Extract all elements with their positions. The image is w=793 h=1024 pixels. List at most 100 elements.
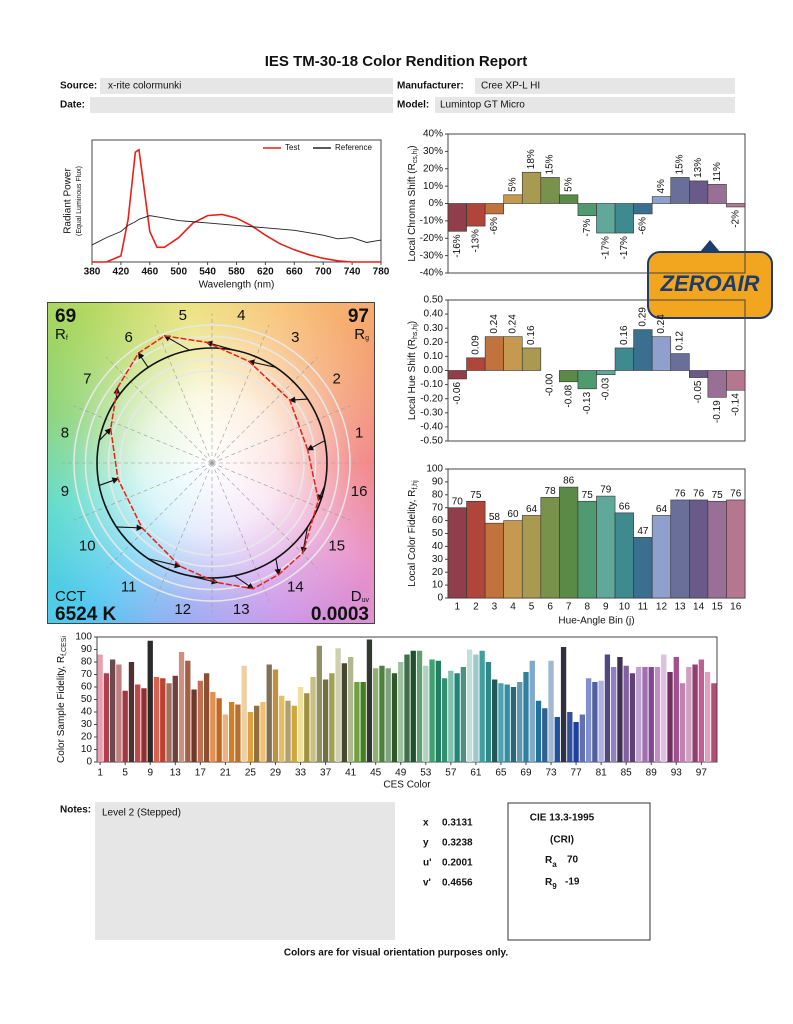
field-value: x-rite colormunki [108,81,181,92]
bar [466,500,486,599]
y-tick-label: 70 [432,502,444,513]
x-tick-label: 57 [445,768,457,779]
x-axis-label: CES Color [383,780,431,791]
bar [670,353,690,371]
rg-label-part: R [354,326,365,343]
y-tick-label: 60 [81,682,93,693]
bar [391,673,398,762]
bar [540,177,560,204]
duv-label-part: D [351,588,362,605]
x-tick-label: 540 [199,267,216,278]
bar [504,684,510,762]
bar [559,370,579,383]
y-axis-label-part: cs,hj [412,148,419,163]
x-tick-label: 65 [495,768,507,779]
y-axis-label-part: Local Hue Shift (R [407,339,418,420]
y-tick-label: -0.40 [420,422,443,433]
y-tick-label: -0.30 [420,407,443,418]
duv-label: Duv [351,588,370,605]
x-tick-label: 37 [320,768,332,779]
bin-boundary [106,357,213,464]
guide-circle [107,358,317,568]
field-label: Source: [60,81,97,92]
rf-label-part: R [55,326,66,343]
shift-vector [163,335,190,351]
bin-boundary [211,405,351,464]
bar [147,640,153,762]
bin-label: 5 [179,307,187,324]
y-tick-label: 0.50 [424,295,444,306]
duv-value: 0.0003 [311,604,369,625]
bin-boundary [106,462,213,569]
bar [485,662,492,762]
bar [617,657,623,762]
bar [423,665,429,762]
value-label: 86 [563,476,575,487]
shift-vector [306,440,326,451]
y-tick-label: 10% [423,181,443,192]
value-label: -0.08 [563,384,574,407]
y-tick-label: 60 [432,515,444,526]
bar [651,196,672,204]
bar [103,673,110,762]
bar [651,336,672,371]
bar [484,203,504,215]
y-tick-label: 0% [429,198,444,209]
value-label: 0.16 [526,325,537,345]
value-label: 47 [637,526,649,537]
bar [235,704,241,762]
value-label: -0.06 [452,382,463,405]
bar [404,654,410,762]
value-label: -6% [489,217,500,235]
bar [285,700,291,762]
y-axis-label: Color Sample Fidelity, Rf,CESi [56,636,69,763]
shift-vector [189,575,219,585]
shift-vector [274,558,281,576]
bar [517,682,523,762]
x-tick-label: 7 [566,602,572,613]
x-axis-label: Wavelength (nm) [199,280,275,291]
y-tick-label: 80 [432,489,444,500]
cct-label: CCT [55,588,86,605]
bin-label: 9 [61,483,69,500]
shift-vector [247,359,277,368]
bar [109,659,116,762]
bar [585,678,592,762]
bar [560,647,567,762]
bar [596,203,616,234]
y-axis-label: (Equal Luminous Flux) [76,166,83,236]
bin-label: 3 [291,329,299,346]
bar [596,370,616,376]
bar [614,347,634,371]
bar [466,357,486,371]
y-tick-label: 90 [432,477,444,488]
bar [642,667,648,762]
x-tick-label: 93 [671,768,683,779]
bar [122,690,128,762]
bar [523,672,529,762]
y-tick-label: 30 [432,554,444,565]
x-tick-label: 61 [470,768,482,779]
bin-boundary [211,462,351,521]
bar [598,680,604,762]
cct-value: 6524 K [55,604,117,625]
y-tick-label: 0.10 [424,351,444,362]
x-tick-label: 45 [370,768,382,779]
value-label: -17% [619,236,630,259]
x-tick-label: 740 [344,267,361,278]
bar [592,682,598,762]
y-tick-label: 80 [81,657,93,668]
y-axis-label-part: f,CESi [61,636,68,656]
coord-label: y [423,838,429,849]
coord-label: x [423,818,429,829]
y-tick-label: -30% [420,250,443,261]
value-label: -17% [600,236,611,259]
bar [441,678,448,762]
duv-label-part: uv [362,597,370,604]
notes-label: Notes: [60,805,91,816]
y-tick-label: -0.10 [420,379,443,390]
value-label: 70 [452,496,464,507]
bar [297,687,304,762]
y-tick-label: 0.30 [424,323,444,334]
y-tick-label: 0.20 [424,337,444,348]
